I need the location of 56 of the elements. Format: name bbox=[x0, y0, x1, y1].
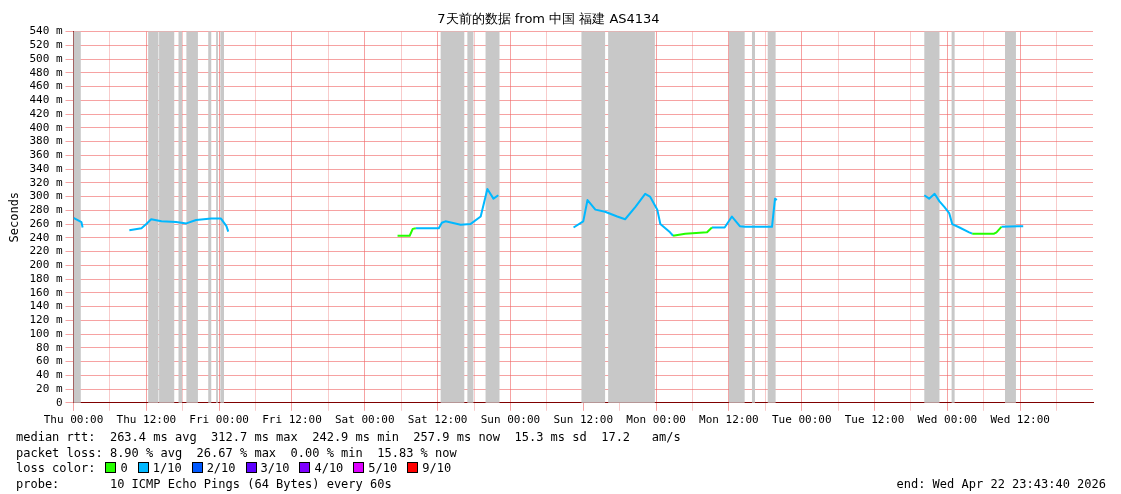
x-tick-label: Thu 12:00 bbox=[116, 413, 177, 427]
x-tick-label: Tue 00:00 bbox=[771, 413, 832, 427]
y-tick-label: 400 m bbox=[29, 120, 63, 134]
y-tick-label: 60 m bbox=[36, 354, 63, 368]
y-tick-label: 100 m bbox=[29, 326, 63, 340]
x-tick-label: Mon 12:00 bbox=[699, 413, 759, 427]
text: packet loss: 8.90 % avg 26.67 % max 0.00 % min 15.83 % now bbox=[16, 445, 458, 461]
text: median rtt: 263.4 ms avg 312.7 ms max 242.9 ms min 257.9 ms now 15.3 ms sd 17.2 am/s bbox=[16, 430, 682, 446]
legend-title: loss color: bbox=[16, 461, 96, 475]
x-tick-label: Mon 00:00 bbox=[626, 413, 686, 427]
y-tick-label: 520 m bbox=[29, 38, 63, 52]
legend-label: 4/10 bbox=[314, 461, 344, 475]
y-tick-label: 320 m bbox=[29, 175, 63, 189]
y-tick-label: 180 m bbox=[29, 271, 63, 285]
x-tick-label: Sun 00:00 bbox=[480, 413, 541, 427]
legend-label: 1/10 bbox=[152, 461, 182, 475]
y-tick-label: 340 m bbox=[29, 161, 63, 175]
x-tick-label: Wed 00:00 bbox=[917, 413, 978, 427]
legend-label: 2/10 bbox=[206, 461, 236, 475]
y-tick-label: 360 m bbox=[29, 148, 63, 162]
x-tick-label: Thu 00:00 bbox=[43, 413, 104, 427]
x-tick-label: Fri 00:00 bbox=[189, 413, 249, 427]
x-tick-label: Fri 12:00 bbox=[262, 413, 322, 427]
y-tick-label: 200 m bbox=[29, 258, 63, 272]
legend-label: 0 bbox=[120, 461, 128, 475]
y-tick-label: 20 m bbox=[36, 381, 63, 395]
y-tick-label: 540 m bbox=[29, 24, 63, 38]
text: end: Wed Apr 22 23:43:40 2026 bbox=[896, 476, 1106, 492]
chart-title: 7天前的数据 from 中国 福建 AS4134 bbox=[437, 11, 660, 27]
legend-label: 9/10 bbox=[422, 461, 452, 475]
y-tick-label: 80 m bbox=[36, 340, 63, 354]
x-tick-label: Wed 12:00 bbox=[990, 413, 1050, 427]
y-tick-label: 160 m bbox=[29, 285, 63, 299]
y-tick-label: 300 m bbox=[29, 189, 63, 203]
y-tick-label: 280 m bbox=[29, 203, 63, 217]
y-tick-label: 260 m bbox=[29, 216, 63, 230]
legend-label: 3/10 bbox=[260, 461, 290, 475]
y-tick-label: 500 m bbox=[29, 51, 63, 65]
y-tick-label: 240 m bbox=[29, 230, 63, 244]
x-tick-label: Tue 12:00 bbox=[844, 413, 905, 427]
y-tick-label: 220 m bbox=[29, 244, 63, 258]
y-tick-label: 0 bbox=[55, 395, 63, 409]
y-tick-label: 480 m bbox=[29, 65, 63, 79]
y-tick-label: 440 m bbox=[29, 93, 63, 107]
x-tick-label: Sat 00:00 bbox=[334, 413, 395, 427]
x-tick-label: Sun 12:00 bbox=[553, 413, 614, 427]
y-tick-label: 380 m bbox=[29, 134, 63, 148]
x-tick-label: Sat 12:00 bbox=[407, 413, 468, 427]
y-tick-label: 420 m bbox=[29, 106, 63, 120]
y-tick-label: 120 m bbox=[29, 313, 63, 327]
y-tick-label: 460 m bbox=[29, 79, 63, 93]
legend-label: 5/10 bbox=[368, 461, 398, 475]
y-tick-label: 140 m bbox=[29, 299, 63, 313]
text: probe: 10 ICMP Echo Pings (64 Bytes) every 60s bbox=[16, 476, 392, 492]
y-tick-label: 40 m bbox=[36, 368, 63, 382]
y-axis-title: Seconds bbox=[7, 191, 22, 243]
